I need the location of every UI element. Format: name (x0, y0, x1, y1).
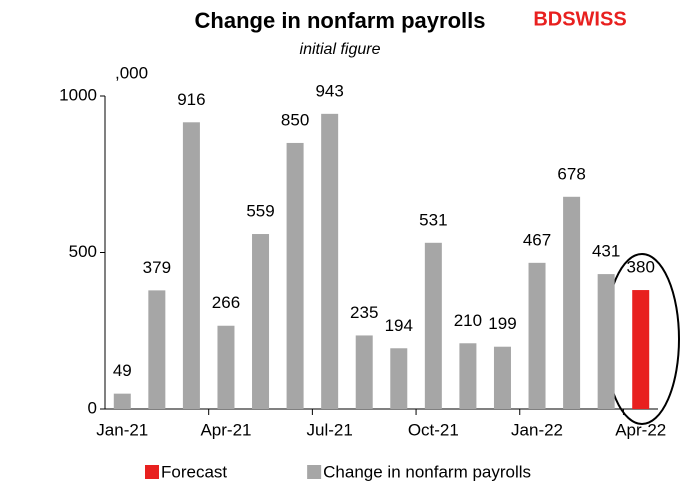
bar (563, 196, 581, 409)
y-tick-label: 0 (88, 398, 97, 417)
bar (217, 325, 235, 409)
data-label: 194 (385, 316, 413, 335)
bar (286, 142, 304, 409)
data-label: 559 (246, 202, 274, 221)
data-label: 49 (113, 361, 132, 380)
data-label: 235 (350, 303, 378, 322)
bar (459, 343, 477, 409)
y-unit: ,000 (115, 63, 148, 82)
bar (182, 122, 200, 410)
data-label: 431 (592, 242, 620, 261)
y-tick-label: 1000 (59, 85, 97, 104)
data-label: 210 (454, 311, 482, 330)
bar (390, 348, 408, 409)
x-tick-label: Jan-21 (96, 420, 148, 439)
data-label: 380 (627, 258, 655, 277)
data-label: 850 (281, 110, 309, 129)
data-label: 678 (557, 164, 585, 183)
y-tick-label: 500 (69, 242, 97, 261)
data-label: 199 (488, 314, 516, 333)
bar (632, 290, 650, 409)
chart-subtitle: initial figure (300, 41, 381, 58)
data-label: 379 (143, 258, 171, 277)
logo: BDSWISS (533, 8, 626, 30)
x-tick-label: Apr-21 (200, 420, 251, 439)
bar (148, 290, 166, 409)
legend-label: Forecast (161, 462, 227, 481)
bar (321, 113, 339, 409)
data-label: 916 (177, 90, 205, 109)
bar (528, 262, 546, 409)
bar (252, 234, 270, 409)
data-label: 266 (212, 293, 240, 312)
bar (355, 335, 373, 409)
x-tick-label: Jul-21 (307, 420, 353, 439)
data-label: 531 (419, 210, 447, 229)
bar (424, 242, 442, 409)
legend-swatch (145, 465, 159, 479)
bar (597, 274, 615, 409)
chart-title: Change in nonfarm payrolls (195, 8, 486, 33)
data-label: 467 (523, 230, 551, 249)
x-tick-label: Apr-22 (615, 420, 666, 439)
bar (113, 393, 131, 409)
data-label: 943 (315, 81, 343, 100)
legend-swatch (307, 465, 322, 479)
x-tick-label: Oct-21 (408, 420, 459, 439)
legend-label: Change in nonfarm payrolls (323, 462, 531, 481)
bar (493, 346, 511, 409)
x-tick-label: Jan-22 (511, 420, 563, 439)
